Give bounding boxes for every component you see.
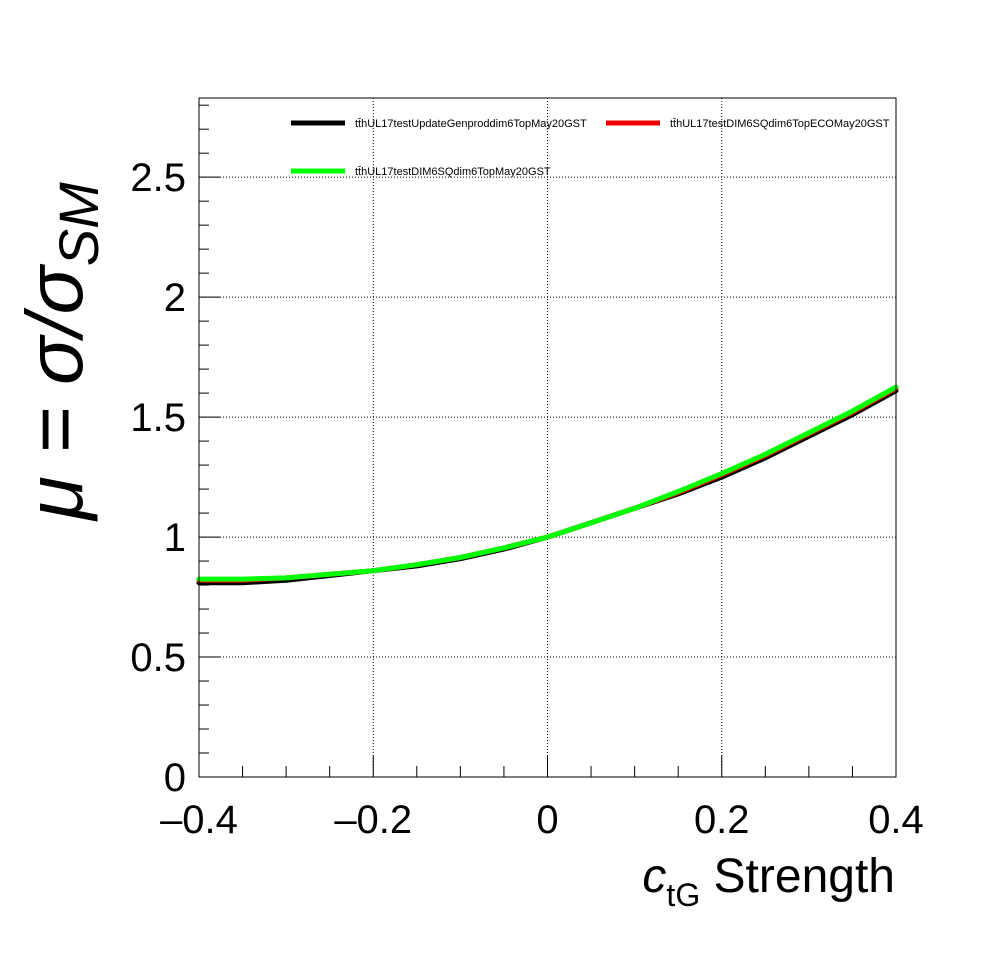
y-tick-label: 2.5 [130,156,186,200]
legend-label-1: tt̄hUL17testDIM6SQdim6TopECOMay20GST [670,118,890,130]
series-lines [196,384,899,586]
grid [199,98,896,777]
y-tick-label: 2 [164,276,186,320]
x-tick-label: –0.4 [160,798,238,842]
y-tick-label: 0.5 [130,636,186,680]
y-tick-label: 0 [164,756,186,800]
y-axis-label: μ = σ/σSM [10,182,110,522]
x-axis-label: ctG Strength [642,850,895,913]
x-tick-label: 0.4 [868,798,924,842]
x-tick-label: 0.2 [694,798,750,842]
series-line-2 [196,384,899,582]
legend-label-0: tt̄hUL17testUpdateGenproddim6TopMay20GST [355,118,587,130]
legend-label-2: tt̄hUL17testDIM6SQdim6TopMay20GST [355,166,551,178]
legend: tt̄hUL17testUpdateGenproddim6TopMay20GST… [291,118,890,178]
x-tick-label: –0.2 [334,798,412,842]
axes [198,97,897,778]
x-tick-label: 0 [536,798,558,842]
y-tick-label: 1 [164,516,186,560]
y-tick-label: 1.5 [130,396,186,440]
tick-labels: –0.4 –0.2 0 0.2 0.4 0 0.5 1 1.5 2 2.5 [130,156,923,842]
